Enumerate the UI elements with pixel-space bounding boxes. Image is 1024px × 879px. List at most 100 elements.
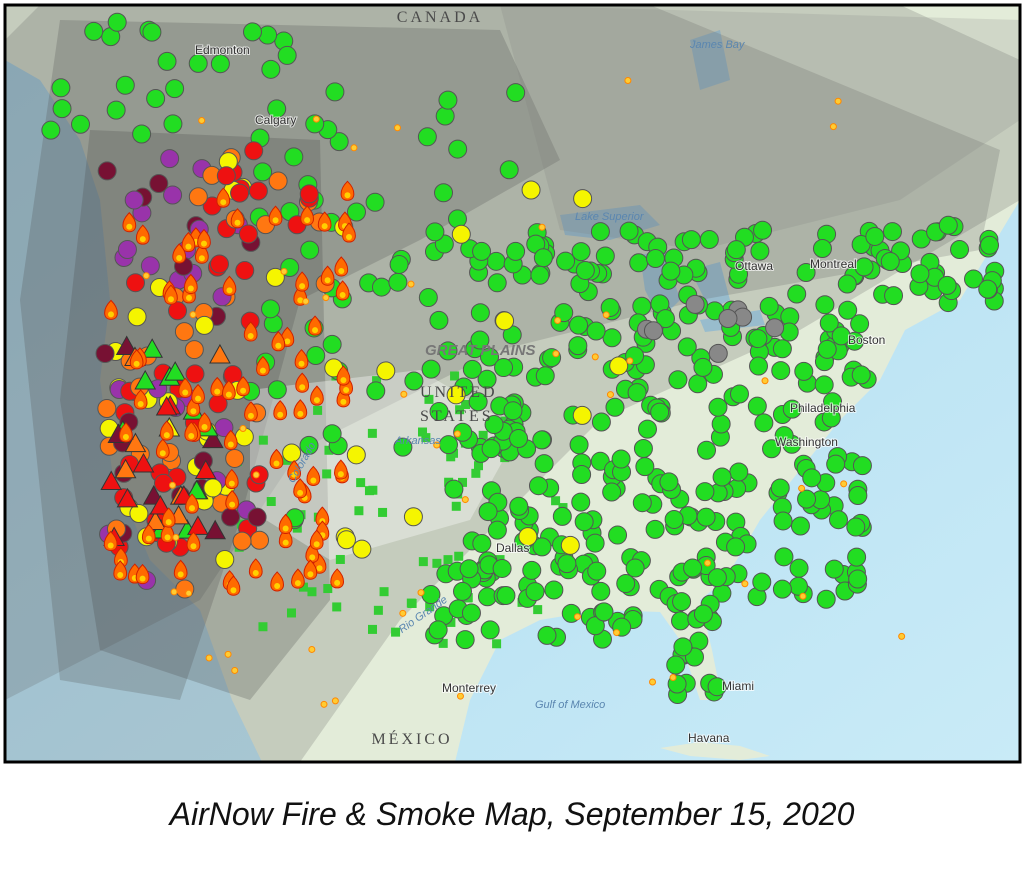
monitor-triangle (100, 470, 123, 491)
monitor (788, 576, 808, 596)
monitor (84, 21, 104, 41)
monitor (494, 358, 514, 378)
fire-core (252, 569, 259, 576)
hotspot (231, 666, 239, 674)
hotspot (312, 115, 320, 123)
fire (216, 187, 231, 208)
monitor-triangle (194, 459, 217, 479)
monitor (461, 603, 481, 623)
monitor (826, 454, 846, 474)
fire (330, 568, 345, 589)
monitor (848, 569, 868, 589)
monitor (964, 269, 984, 289)
fire (141, 523, 156, 545)
fire-core (297, 297, 304, 304)
monitor (712, 467, 732, 487)
monitor (376, 361, 396, 381)
fire (320, 265, 335, 286)
monitor (185, 364, 205, 384)
monitor (194, 315, 214, 335)
hotspot (649, 678, 657, 686)
hotspot (461, 496, 469, 504)
monitor (590, 222, 610, 242)
monitor (681, 230, 701, 250)
monitor (619, 221, 639, 241)
sensor (418, 557, 428, 567)
monitor (847, 547, 867, 567)
sensor (307, 587, 317, 597)
monitor (852, 456, 872, 476)
city-label: Montreal (810, 257, 857, 271)
fire-core (226, 287, 233, 294)
monitor (115, 75, 135, 95)
hotspot (554, 316, 562, 324)
hotspot (172, 533, 180, 541)
monitor (699, 230, 719, 250)
monitor (782, 399, 802, 419)
monitor (882, 222, 902, 242)
fire-core (247, 412, 254, 419)
sensor (258, 435, 268, 445)
fire (160, 522, 175, 543)
fire (113, 560, 128, 581)
monitor (428, 620, 448, 640)
monitor (260, 299, 280, 319)
fire-core (185, 243, 192, 250)
fire-core (340, 398, 347, 405)
sensor (378, 507, 388, 517)
fire (161, 507, 176, 528)
monitor (602, 482, 622, 502)
monitor (937, 275, 957, 295)
fire (230, 208, 245, 229)
fire-core (344, 192, 351, 199)
fire (336, 365, 351, 386)
monitor (165, 79, 185, 99)
hotspot (626, 357, 634, 365)
monitor (707, 677, 727, 697)
fire-core (321, 223, 328, 230)
monitor-triangle (149, 494, 172, 515)
monitor-triangle (144, 510, 167, 531)
fire (295, 271, 309, 292)
monitor (238, 224, 258, 244)
sensor (474, 461, 484, 471)
monitor (522, 560, 542, 580)
sensor (455, 405, 465, 415)
sensor (421, 433, 431, 443)
fire-core (284, 338, 291, 345)
fire-core (133, 360, 140, 367)
monitor (726, 537, 746, 557)
monitor (230, 183, 250, 203)
monitor (371, 277, 391, 297)
monitor (530, 265, 550, 285)
monitor (421, 359, 441, 379)
sensor (418, 427, 428, 437)
monitor (838, 300, 858, 320)
city-label: Dallas (496, 541, 529, 555)
hotspot (350, 144, 358, 152)
fire (103, 530, 118, 551)
hotspot (552, 350, 560, 358)
fire-core (228, 480, 235, 487)
monitor (157, 51, 177, 71)
monitor (814, 375, 834, 395)
monitor (685, 294, 705, 314)
monitor (718, 309, 738, 329)
fire-core (297, 410, 304, 417)
monitor (267, 99, 287, 119)
hotspot (198, 117, 206, 125)
monitor (950, 240, 970, 260)
fire-core (307, 571, 314, 578)
fire-core (198, 255, 205, 262)
monitor (265, 267, 285, 287)
fire (224, 468, 239, 490)
fire-core (340, 377, 347, 384)
sensor (451, 501, 461, 511)
monitor-triangle (201, 428, 224, 449)
monitor (480, 347, 500, 367)
fire-core (188, 432, 195, 439)
sensor (461, 399, 471, 409)
monitor (666, 655, 686, 675)
hotspot (407, 280, 415, 288)
